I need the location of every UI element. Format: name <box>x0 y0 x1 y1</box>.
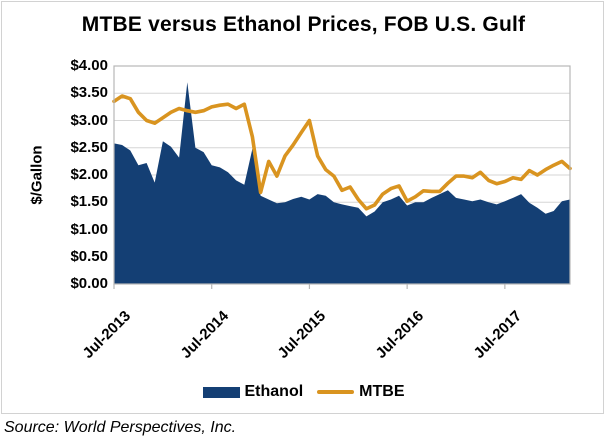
y-axis-tick-labels: $4.00 $3.50 $3.00 $2.50 $2.00 $1.50 $1.00 $0.50… <box>0 0 108 300</box>
x-tick-label: Jul-2013 <box>79 307 135 362</box>
mtbe-line-series <box>112 94 572 211</box>
x-axis-tick-labels: Jul-2013 Jul-2014 Jul-2015 Jul-2016 Jul-2017 <box>79 307 525 362</box>
mtbe-line-swatch <box>317 390 355 394</box>
y-tick-label: $2.50 <box>70 138 108 156</box>
y-tick-label: $0.50 <box>70 247 108 265</box>
y-tick-label: $3.00 <box>70 111 108 129</box>
source-note: Source: World Perspectives, Inc. <box>4 419 237 436</box>
x-tick-label: Jul-2017 <box>470 307 525 362</box>
y-tick-label: $0.00 <box>70 275 108 292</box>
y-tick-label: $3.50 <box>70 84 108 102</box>
legend-item-ethanol: Ethanol <box>202 383 304 401</box>
chart-title: MTBE versus Ethanol Prices, FOB U.S. Gul… <box>81 13 526 36</box>
y-tick-label: $1.50 <box>70 193 108 211</box>
legend-label-mtbe: MTBE <box>359 383 405 400</box>
y-tick-label: $4.00 <box>70 57 108 74</box>
chart-legend: Ethanol MTBE <box>0 381 607 403</box>
legend-label-ethanol: Ethanol <box>244 383 304 400</box>
ethanol-area-swatch <box>202 386 240 398</box>
ethanol-area-series <box>114 82 570 284</box>
y-tick-label: $2.00 <box>70 166 108 183</box>
plot-border <box>113 65 571 285</box>
x-tick-label: Jul-2014 <box>177 307 232 362</box>
x-tick-label: Jul-2015 <box>274 307 330 362</box>
legend-item-mtbe: MTBE <box>317 383 405 401</box>
y-tick-label: $1.00 <box>70 220 108 238</box>
x-tick-label: Jul-2016 <box>372 307 428 362</box>
